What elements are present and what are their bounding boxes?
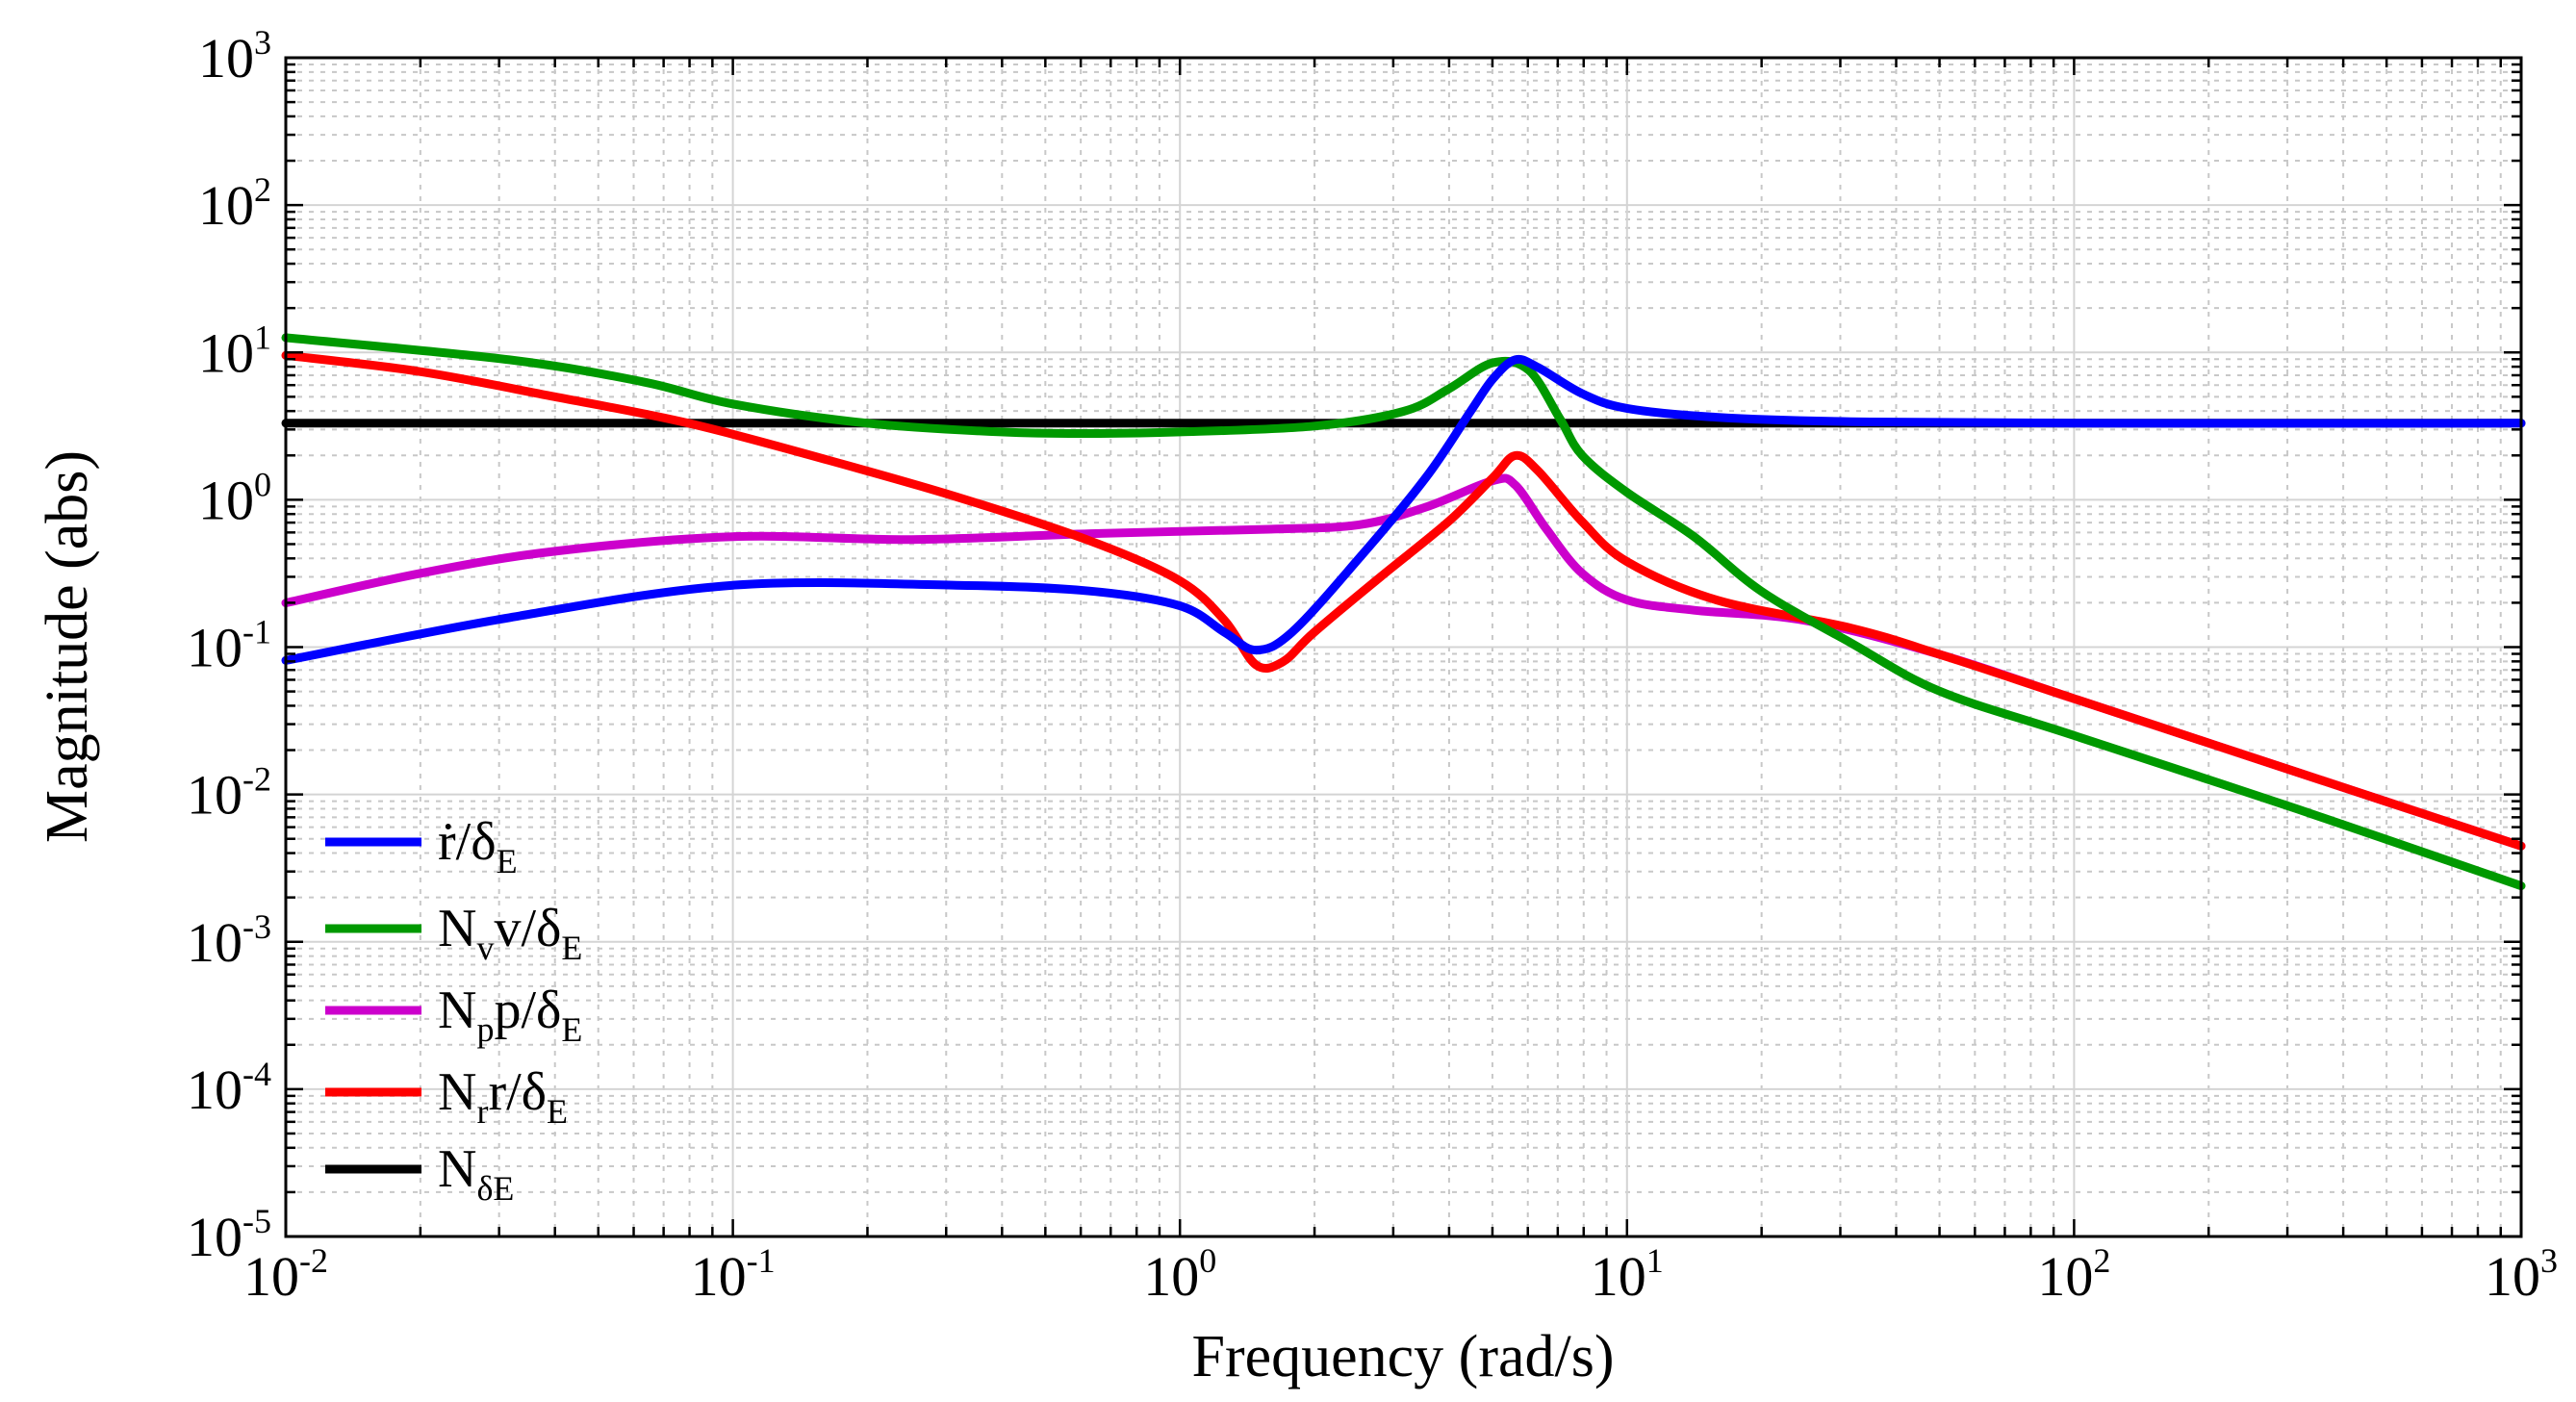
tick-base: 10 [187,764,242,827]
series-lines [281,333,2526,891]
legend-label-main: N [438,899,476,958]
axis-ticks [284,56,2523,1238]
series-line-Nr-r-over-delta-E [281,350,2526,851]
tick-base: 10 [1143,1245,1199,1308]
legend-label-main: N [438,1139,476,1199]
y-tick-label: 10-4 [187,1055,271,1121]
y-axis-title: Magnitude (abs) [35,450,100,843]
tick-base: 10 [187,617,242,679]
legend-label-tail: r/δ [488,1062,547,1122]
legend-label-subscript: E [497,842,518,880]
y-tick-label: 10-1 [187,613,271,679]
y-tick-label: 10-3 [187,907,271,974]
legend-label-subscript: v [476,929,494,967]
legend-label-Np-p-over-delta-E: Npp/δE [438,981,582,1049]
legend-label-Nr-r-over-delta-E: Nrr/δE [438,1062,568,1131]
series-line-r-dot-over-delta-E [281,354,2526,665]
tick-base: 10 [187,1206,242,1268]
tick-base: 10 [243,1245,299,1308]
legend-label-tail-subscript: E [561,929,582,967]
series-line-Nv-v-over-delta-E [281,333,2526,891]
tick-exponent: 3 [254,23,271,62]
tick-exponent: 1 [1646,1241,1664,1280]
x-tick-labels: 10-2 10-1 100 101 102 103 [243,1241,2558,1308]
tick-exponent: 2 [2093,1241,2110,1280]
legend-label-subscript: r [476,1092,488,1131]
tick-exponent: -1 [242,613,271,651]
y-tick-label: 100 [198,465,271,531]
tick-exponent: -5 [242,1202,271,1240]
tick-exponent: 3 [2540,1241,2558,1280]
legend-label-tail-subscript: E [561,1010,582,1049]
legend-label-subscript: p [476,1010,494,1049]
tick-exponent: 2 [254,170,271,209]
legend-label-main: N [438,981,476,1040]
tick-exponent: -2 [242,760,271,799]
tick-base: 10 [198,469,254,531]
tick-exponent: -3 [242,907,271,946]
tick-exponent: 1 [254,318,271,356]
legend-label-main: ṙ/δ [438,812,497,872]
legend-label-main: N [438,1062,476,1122]
x-tick-label: 101 [1591,1241,1664,1308]
tick-base: 10 [198,321,254,384]
y-tick-label: 101 [198,318,271,384]
tick-base: 10 [2037,1245,2093,1308]
tick-exponent: 0 [254,465,271,503]
tick-base: 10 [187,911,242,974]
tick-exponent: 0 [1199,1241,1216,1280]
legend-label-tail: v/δ [494,899,561,958]
legend-label-subscript: δE [476,1169,514,1208]
tick-base: 10 [691,1245,747,1308]
tick-base: 10 [187,1058,242,1121]
x-tick-label: 10-1 [691,1241,776,1308]
tick-exponent: -2 [299,1241,328,1280]
legend-label-Nv-v-over-delta-E: Nvv/δE [438,899,582,967]
legend-label-N-delta-E: NδE [438,1139,514,1208]
y-tick-label: 102 [198,170,271,237]
x-tick-label: 102 [2037,1241,2110,1308]
y-tick-label: 10-2 [187,760,271,827]
y-tick-label: 10-5 [187,1202,271,1268]
legend-label-r-dot-over-delta-E: ṙ/δE [438,812,518,880]
tick-base: 10 [1591,1245,1646,1308]
x-tick-label: 103 [2485,1241,2558,1308]
x-tick-label: 100 [1143,1241,1216,1308]
tick-exponent: -1 [747,1241,776,1280]
tick-base: 10 [198,27,254,89]
x-tick-label: 10-2 [243,1241,328,1308]
tick-base: 10 [2485,1245,2540,1308]
legend-label-tail-subscript: E [547,1092,568,1131]
x-axis-title: Frequency (rad/s) [1192,1324,1615,1389]
tick-exponent: -4 [242,1055,271,1093]
y-tick-label: 103 [198,23,271,89]
legend-label-tail: p/δ [494,981,561,1040]
tick-base: 10 [198,174,254,237]
